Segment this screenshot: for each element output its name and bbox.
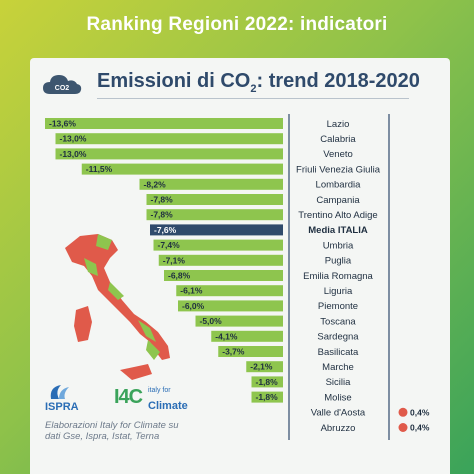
bar-7 <box>150 224 283 236</box>
data-label-4: -8,2% <box>144 179 167 189</box>
data-label-16: -2,1% <box>250 362 273 372</box>
data-label-5: -7,8% <box>151 195 174 205</box>
data-label-8: -7,4% <box>158 240 181 250</box>
category-label-3: Friuli Venezia Giulia <box>296 164 381 175</box>
ispra-logo-mark-icon <box>50 385 69 399</box>
i4c-mark: I4C <box>114 386 143 408</box>
data-label-9: -7,1% <box>163 255 186 265</box>
italy-for-climate-logo: I4C italy for Climate <box>114 386 194 416</box>
category-label-1: Calabria <box>320 134 356 145</box>
bar-12 <box>178 300 283 312</box>
category-label-7: Media ITALIA <box>308 225 368 236</box>
bar-1 <box>55 133 283 145</box>
category-label-15: Basilicata <box>318 347 359 358</box>
data-label-17: -1,8% <box>256 377 279 387</box>
category-label-4: Lombardia <box>316 180 362 191</box>
bar-8 <box>153 239 283 251</box>
bar-10 <box>164 270 283 281</box>
data-label-18: -1,8% <box>256 392 279 402</box>
bar-15 <box>218 346 283 357</box>
credits-line-1: Elaborazioni Italy for Climate su <box>45 420 179 431</box>
category-label-9: Puglia <box>325 256 352 267</box>
category-label-8: Umbria <box>323 240 354 251</box>
co2-icon-label: CO2 <box>55 85 70 92</box>
ispra-logo: ISPRA <box>45 383 85 415</box>
category-label-16: Marche <box>322 362 354 373</box>
bar-9 <box>158 254 283 266</box>
i4c-big-text: Climate <box>148 400 188 412</box>
data-label-14: -4,1% <box>215 331 238 341</box>
bar-19 <box>398 407 408 417</box>
page-title: Ranking Regioni 2022: indicatori <box>86 14 388 35</box>
bar-14 <box>211 330 283 342</box>
data-label-7: -7,6% <box>154 225 177 235</box>
bar-6 <box>146 209 283 221</box>
data-label-19: 0,4% <box>410 407 430 417</box>
category-label-19: Valle d'Aosta <box>311 408 366 419</box>
bar-3 <box>81 163 283 175</box>
data-label-2: -13,0% <box>60 149 87 159</box>
data-label-1: -13,0% <box>60 134 87 144</box>
bar-5 <box>146 194 283 205</box>
bar-2 <box>55 148 283 160</box>
data-label-20: 0,4% <box>410 423 430 433</box>
credits: Elaborazioni Italy for Climate su dati G… <box>45 420 185 442</box>
data-label-3: -11,5% <box>86 164 113 174</box>
bar-11 <box>176 285 283 297</box>
bar-18 <box>251 391 283 403</box>
bar-16 <box>246 361 283 373</box>
category-label-17: Sicilia <box>326 377 352 388</box>
data-label-0: -13,6% <box>49 119 76 129</box>
chart-title: Emissioni di CO2: trend 2018-2020 <box>97 70 420 95</box>
italy-map-icon <box>65 234 170 380</box>
category-label-11: Liguria <box>324 286 353 297</box>
category-label-10: Emilia Romagna <box>303 271 373 282</box>
category-label-5: Campania <box>316 195 360 206</box>
data-label-15: -3,7% <box>222 347 245 357</box>
data-label-6: -7,8% <box>151 210 174 220</box>
bar-20 <box>398 423 408 432</box>
data-label-10: -6,8% <box>168 271 191 281</box>
i4c-small-text: italy for <box>148 387 171 394</box>
category-label-12: Piemonte <box>318 301 358 312</box>
category-label-0: Lazio <box>327 119 350 130</box>
category-label-6: Trentino Alto Adige <box>298 210 377 221</box>
data-label-13: -5,0% <box>200 316 223 326</box>
bar-4 <box>139 178 283 190</box>
bar-17 <box>251 376 283 388</box>
title-divider <box>97 98 409 99</box>
co2-cloud-icon: CO2 <box>43 75 82 94</box>
ispra-logo-text: ISPRA <box>45 401 79 413</box>
category-label-13: Toscana <box>320 316 356 327</box>
credits-line-2: dati Gse, Ispra, Istat, Terna <box>45 431 160 442</box>
category-label-14: Sardegna <box>317 332 359 343</box>
data-label-12: -6,0% <box>182 301 205 311</box>
bar-13 <box>195 315 283 327</box>
category-label-20: Abruzzo <box>321 423 356 434</box>
category-label-18: Molise <box>324 392 351 403</box>
data-label-11: -6,1% <box>180 286 203 296</box>
category-label-2: Veneto <box>323 149 353 160</box>
bar-0 <box>45 118 283 129</box>
